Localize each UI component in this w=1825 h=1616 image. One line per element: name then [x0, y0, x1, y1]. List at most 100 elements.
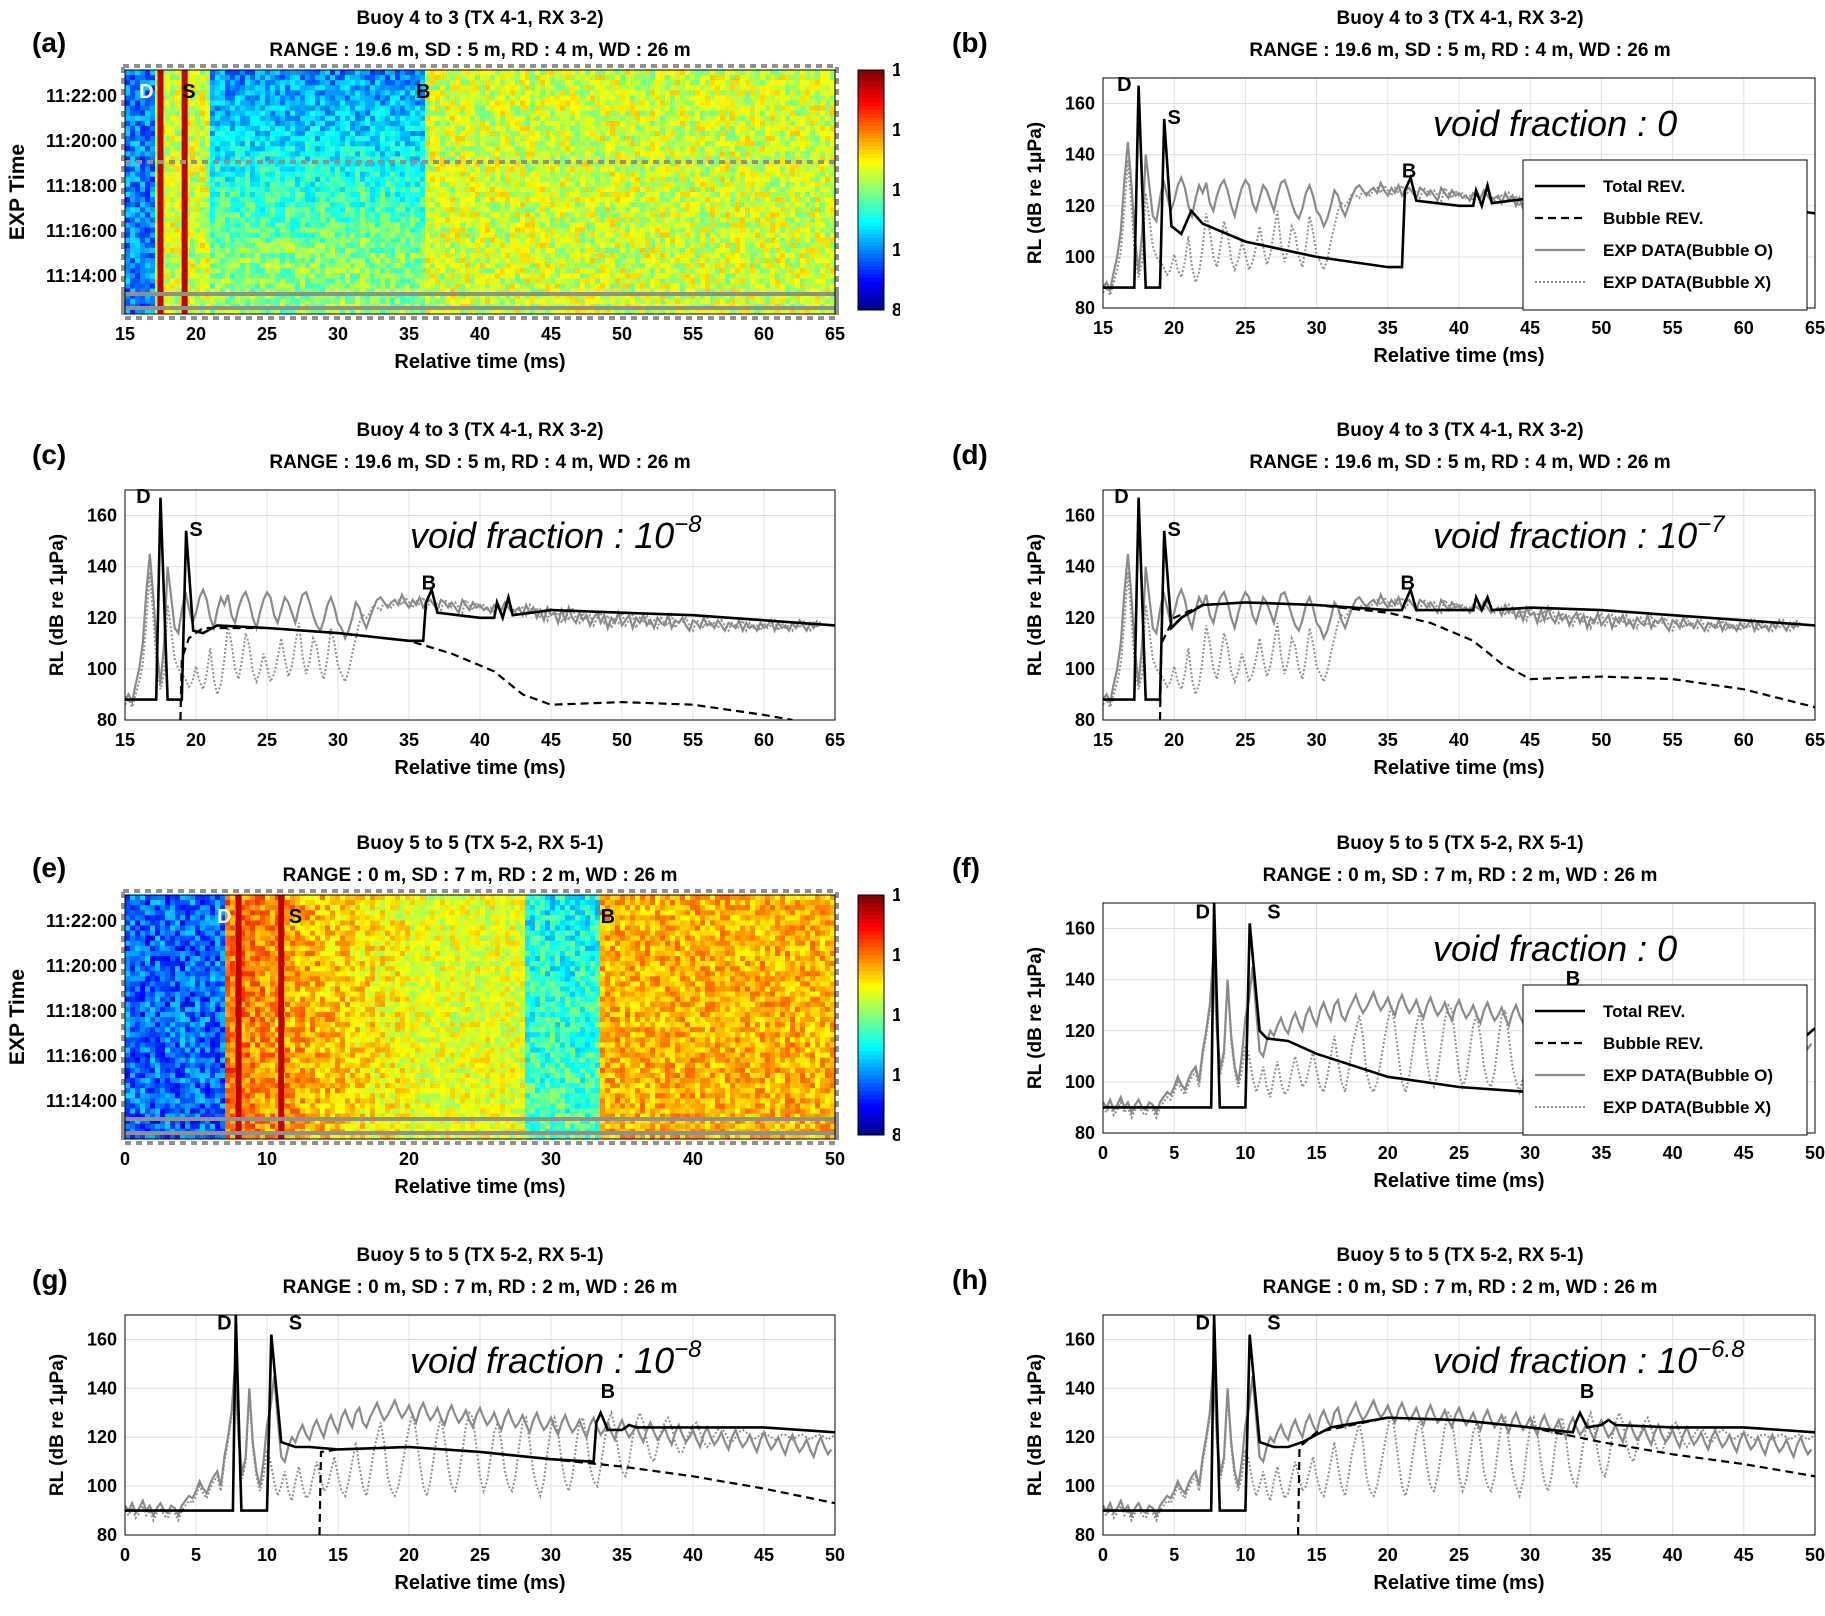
legend: Total REV. Bubble REV. EXP DATA(Bubble O) E…	[1522, 159, 1808, 311]
chart-subtitle: RANGE : 19.6 m, SD : 5 m, RD : 4 m, WD :…	[1249, 452, 1670, 473]
x-axis-label: Relative time (ms)	[1373, 1170, 1544, 1192]
y-tick-label: 140	[1065, 1378, 1095, 1398]
x-tick-label: 40	[1449, 318, 1469, 338]
chart-panel-g: (g) Buoy 5 to 5 (TX 5-2, RX 5-1) RANGE : 0…	[32, 1245, 845, 1594]
selection-box-dashed	[121, 889, 839, 1145]
y-tick-label: 11:20:00	[46, 131, 117, 151]
chart-panel-e: (e) Buoy 5 to 5 (TX 5-2, RX 5-1) RANGE : 0…	[6, 833, 900, 1198]
plot-frame	[124, 69, 836, 315]
y-tick-label: 120	[87, 1427, 117, 1447]
colorbar	[857, 894, 885, 1136]
void-fraction-annotation: void fraction : 10−7	[1433, 511, 1726, 556]
x-tick-label: 25	[1449, 1143, 1469, 1163]
y-tick-label: 11:18:00	[46, 176, 117, 196]
chart-subtitle: RANGE : 0 m, SD : 7 m, RD : 2 m, WD : 26…	[1263, 1277, 1658, 1298]
x-tick-label: 60	[1734, 730, 1754, 750]
x-axis-label: Relative time (ms)	[394, 1176, 565, 1198]
x-tick-label: 20	[186, 730, 206, 750]
y-tick-label: 120	[1065, 1021, 1095, 1041]
legend-entry: Bubble REV.	[1603, 209, 1703, 228]
x-tick-label: 45	[541, 730, 561, 750]
plot-frame	[124, 489, 836, 721]
y-tick-label: 160	[1065, 919, 1095, 939]
chart-title: Buoy 5 to 5 (TX 5-2, RX 5-1)	[1336, 1245, 1583, 1266]
chart-title: Buoy 5 to 5 (TX 5-2, RX 5-1)	[356, 833, 603, 854]
y-tick-label: 100	[1065, 1072, 1095, 1092]
x-tick-label: 20	[1164, 318, 1184, 338]
chart-title: Buoy 5 to 5 (TX 5-2, RX 5-1)	[356, 1245, 603, 1266]
x-tick-label: 40	[1663, 1143, 1683, 1163]
chart-subtitle: RANGE : 19.6 m, SD : 5 m, RD : 4 m, WD :…	[269, 40, 690, 61]
y-tick-label: 160	[1065, 1329, 1095, 1349]
chart-panel-a: (a) Buoy 4 to 3 (TX 4-1, RX 3-2) RANGE : 1…	[6, 8, 900, 373]
panel-letter: (d)	[952, 439, 988, 470]
x-tick-label: 45	[1520, 730, 1540, 750]
void-fraction-annotation: void fraction : 10−8	[410, 1336, 702, 1381]
marker-label-d: D	[1114, 486, 1128, 508]
x-tick-label: 5	[191, 1545, 201, 1565]
x-tick-label: 30	[541, 1149, 561, 1169]
legend-entry: Bubble REV.	[1603, 1034, 1703, 1053]
marker-label-s: S	[1267, 1313, 1280, 1335]
series-exp-bubble-x	[1103, 159, 1802, 299]
x-axis-label: Relative time (ms)	[394, 1572, 565, 1594]
x-tick-label: 65	[825, 730, 845, 750]
chart-title: Buoy 4 to 3 (TX 4-1, RX 3-2)	[1336, 420, 1583, 441]
x-tick-label: 25	[470, 1545, 490, 1565]
y-axis-label: RL (dB re 1μPa)	[47, 534, 68, 676]
x-tick-label: 55	[1663, 318, 1683, 338]
void-fraction-exponent: −8	[674, 1336, 702, 1363]
x-axis-label: Relative time (ms)	[1373, 345, 1544, 367]
x-tick-label: 40	[470, 324, 490, 344]
y-tick-label: 11:22:00	[46, 911, 117, 931]
heatmap-cells	[125, 895, 836, 1140]
void-fraction-text: void fraction : 10	[410, 515, 674, 556]
x-tick-label: 65	[1805, 730, 1825, 750]
x-tick-label: 50	[825, 1149, 845, 1169]
series-exp-bubble-o	[125, 553, 819, 706]
y-tick-label: 160	[87, 1329, 117, 1349]
x-tick-label: 20	[1378, 1143, 1398, 1163]
x-tick-label: 15	[1093, 318, 1113, 338]
colorbar-tick-label: 120	[892, 1005, 900, 1025]
chart-subtitle: RANGE : 0 m, SD : 7 m, RD : 2 m, WD : 26…	[283, 865, 678, 886]
x-tick-label: 15	[1307, 1545, 1327, 1565]
x-tick-label: 60	[754, 730, 774, 750]
x-tick-label: 35	[1378, 318, 1398, 338]
legend-entry: Total REV.	[1603, 1002, 1685, 1021]
void-fraction-exponent: −7	[1697, 511, 1726, 538]
x-tick-label: 5	[1169, 1143, 1179, 1163]
x-tick-label: 55	[1663, 730, 1683, 750]
marker-label-s: S	[289, 906, 302, 928]
marker-label-b: B	[1402, 161, 1416, 183]
y-axis-label: RL (dB re 1μPa)	[1025, 122, 1046, 264]
series-bubble-rev	[1158, 601, 1815, 720]
y-tick-label: 80	[1075, 710, 1095, 730]
marker-label-b: B	[1401, 573, 1415, 595]
y-tick-label: 140	[1065, 145, 1095, 165]
arrival-stripe	[235, 895, 242, 1139]
x-tick-label: 50	[1591, 318, 1611, 338]
chart-title: Buoy 4 to 3 (TX 4-1, RX 3-2)	[356, 420, 603, 441]
y-tick-label: 80	[1075, 1525, 1095, 1545]
x-tick-label: 40	[1449, 730, 1469, 750]
x-tick-label: 40	[1663, 1545, 1683, 1565]
y-tick-label: 100	[87, 659, 117, 679]
y-tick-label: 120	[1065, 196, 1095, 216]
y-axis-label: EXP Time	[6, 969, 29, 1065]
colorbar-tick-label: 160	[892, 60, 900, 80]
chart-panel-d: (d) Buoy 4 to 3 (TX 4-1, RX 3-2) RANGE : 1…	[952, 420, 1825, 779]
x-tick-label: 50	[1805, 1143, 1825, 1163]
legend: Total REV. Bubble REV. EXP DATA(Bubble O) E…	[1522, 984, 1808, 1136]
x-tick-label: 35	[612, 1545, 632, 1565]
selection-box-dashed	[121, 64, 839, 320]
colorbar-tick-label: 80	[892, 1125, 900, 1145]
series-exp-bubble-x	[1103, 959, 1815, 1121]
arrival-stripe	[181, 70, 188, 314]
legend-entry: EXP DATA(Bubble X)	[1603, 1098, 1771, 1117]
legend-entry: EXP DATA(Bubble O)	[1603, 241, 1773, 260]
colorbar-tick-label: 140	[892, 945, 900, 965]
marker-label-s: S	[1168, 519, 1181, 541]
x-tick-label: 45	[1734, 1143, 1754, 1163]
colorbar-tick-label: 80	[892, 300, 900, 320]
